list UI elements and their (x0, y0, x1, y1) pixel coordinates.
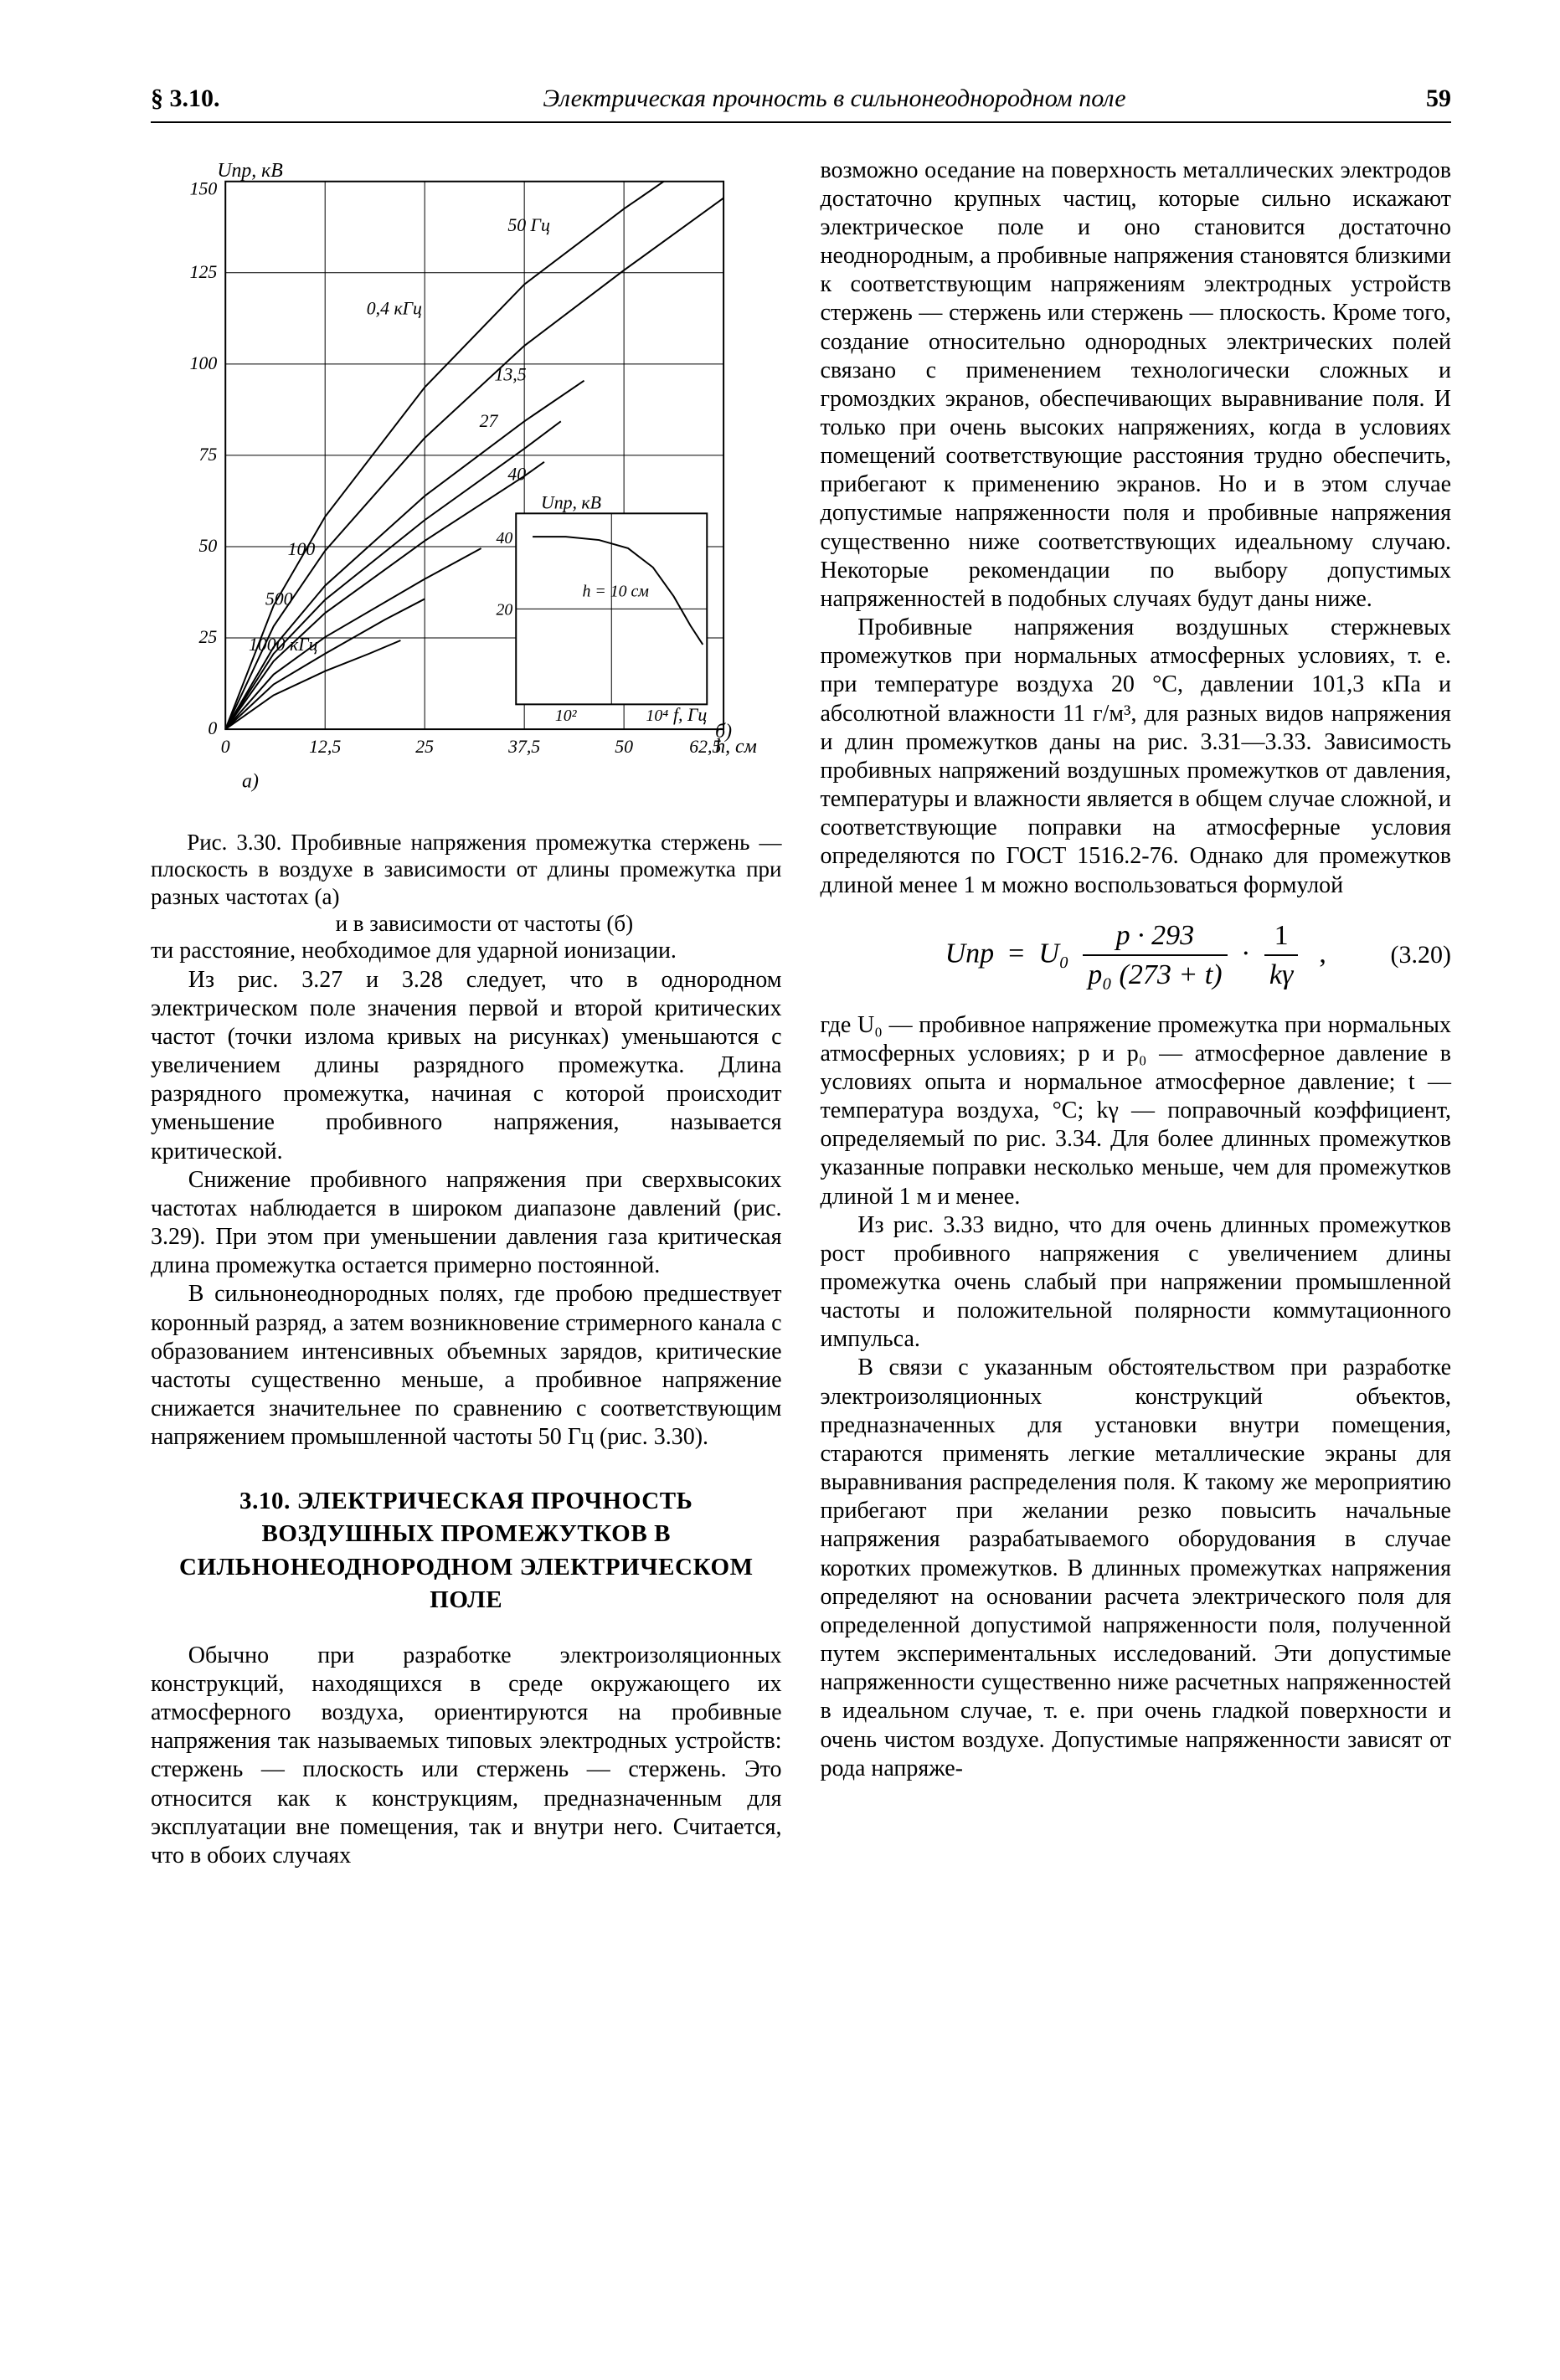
para: Пробивные напряжения воздушных стержневы… (821, 614, 1452, 900)
xtick: 12,5 (309, 736, 341, 756)
curve-label: 27 (480, 411, 499, 431)
caption-line1: Рис. 3.30. Пробивные напряжения промежут… (151, 830, 782, 909)
head-left: § 3.10. (151, 84, 285, 115)
ylabel: Uпр, кВ (217, 159, 283, 181)
curve-label: 0,4 кГц (367, 298, 422, 318)
inset-xtick: 10⁴ (646, 707, 668, 725)
ytick: 0 (208, 718, 217, 738)
section-title: 3.10. ЭЛЕКТРИЧЕСКАЯ ПРОЧНОСТЬ ВОЗДУШНЫХ … (151, 1485, 782, 1617)
left-column: Uпр, кВ 0 25 50 75 100 125 150 0 12,5 25 (151, 157, 782, 1871)
eq-num2: 1 (1264, 918, 1299, 956)
figure-3-30: Uпр, кВ 0 25 50 75 100 125 150 0 12,5 25 (151, 157, 782, 804)
para: Обычно при разработке электроизоляционны… (151, 1642, 782, 1870)
inset-xtick: 10² (555, 707, 578, 725)
page-number: 59 (1384, 84, 1451, 115)
eq-u0: U₀ (1038, 938, 1068, 969)
running-head: § 3.10. Электрическая прочность в сильно… (151, 84, 1451, 123)
eq-den1: p₀ (273 + t) (1083, 956, 1227, 992)
ytick: 125 (190, 261, 218, 281)
ytick: 150 (190, 178, 218, 198)
ytick: 100 (190, 352, 218, 373)
para: В связи с указанным обстоятельством при … (821, 1354, 1452, 1782)
equation-3-20: Uпр = U₀ p · 293 p₀ (273 + t) · 1 kγ , (… (821, 918, 1452, 993)
curve-label: 1000 кГц (249, 635, 318, 655)
eq-upr: Uпр (945, 938, 995, 969)
ytick: 75 (199, 444, 218, 464)
inset-ytick: 20 (496, 600, 512, 619)
para: В сильнонеоднородных полях, где пробою п… (151, 1280, 782, 1452)
caption-line2: и в зависимости от частоты (б) (151, 910, 782, 937)
subplot-a-label: а) (242, 770, 259, 792)
inset-ylabel: Uпр, кВ (541, 492, 601, 512)
curve-label: 500 (265, 589, 293, 609)
xtick: 0 (221, 736, 230, 756)
inset-plot: 20 40 10² 10⁴ f, Гц Uпр, кВ h = 10 см б) (496, 492, 732, 743)
para: Снижение пробивного напряжения при сверх… (151, 1166, 782, 1281)
ytick: 50 (199, 536, 218, 556)
xtick: 50 (615, 736, 633, 756)
inset-xlabel: f, Гц (673, 705, 707, 725)
para: где U₀ — пробивное напряжение промежутка… (821, 1011, 1452, 1211)
chart-svg: Uпр, кВ 0 25 50 75 100 125 150 0 12,5 25 (151, 157, 782, 804)
eq-den2: kγ (1264, 956, 1299, 992)
curve-label: 40 (507, 464, 526, 484)
para: ти расстояние, необходимое для ударной и… (151, 937, 782, 965)
eq-number: (3.20) (1391, 940, 1451, 971)
para: возможно оседание на поверхность металли… (821, 157, 1452, 614)
figure-caption: Рис. 3.30. Пробивные напряжения промежут… (151, 829, 782, 938)
inset-h-label: h = 10 см (583, 582, 650, 600)
para: Из рис. 3.33 видно, что для очень длинны… (821, 1211, 1452, 1354)
curve-label: 50 Гц (507, 215, 550, 235)
eq-num1: p · 293 (1083, 918, 1227, 956)
subplot-b-label: б) (715, 721, 732, 743)
page: § 3.10. Электрическая прочность в сильно… (0, 0, 1560, 2380)
para: Из рис. 3.27 и 3.28 следует, что в однор… (151, 966, 782, 1166)
curve-label: 100 (288, 538, 316, 558)
inset-ytick: 40 (496, 529, 512, 547)
head-center: Электрическая прочность в сильнонеодноро… (285, 84, 1384, 115)
right-column: возможно оседание на поверхность металли… (821, 157, 1452, 1871)
ytick: 25 (199, 627, 218, 647)
xtick: 37,5 (507, 736, 540, 756)
columns: Uпр, кВ 0 25 50 75 100 125 150 0 12,5 25 (151, 157, 1451, 1871)
xtick: 25 (415, 736, 434, 756)
curve-label: 13,5 (494, 364, 526, 384)
